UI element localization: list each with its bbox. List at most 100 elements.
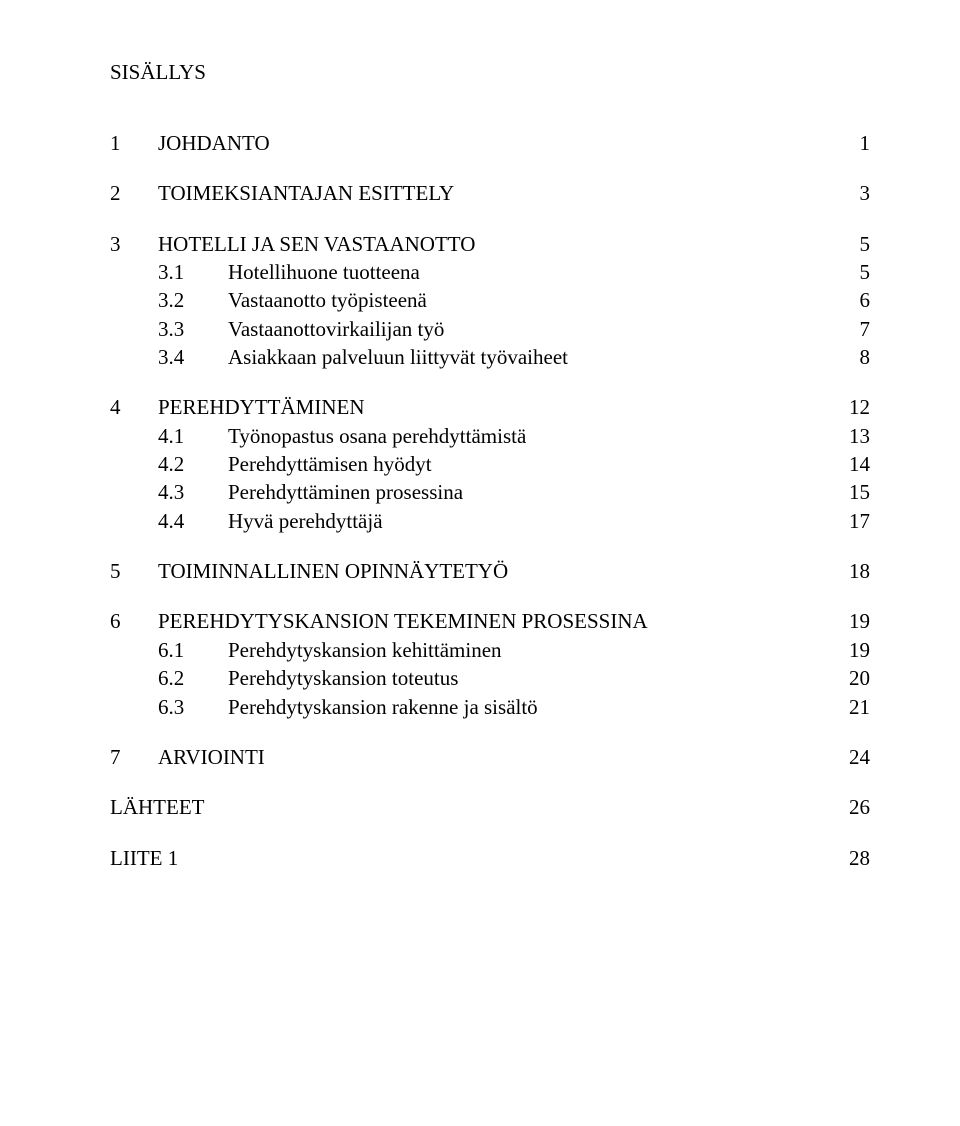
toc-entry-number: 3.4 xyxy=(158,343,228,371)
toc-entry-left: 3.1Hotellihuone tuotteena xyxy=(110,258,420,286)
toc-entry-page: 17 xyxy=(849,507,870,535)
toc-entry-left: 6PEREHDYTYSKANSION TEKEMINEN PROSESSINA xyxy=(110,607,648,635)
toc-entry-page: 15 xyxy=(849,478,870,506)
toc-entry-page: 21 xyxy=(849,693,870,721)
toc-entry: 6PEREHDYTYSKANSION TEKEMINEN PROSESSINA 1… xyxy=(110,607,870,635)
toc-entry-title: HOTELLI JA SEN VASTAANOTTO xyxy=(158,230,475,258)
toc-entry: 5TOIMINNALLINEN OPINNÄYTETYÖ 18 xyxy=(110,557,870,585)
toc-entry-page: 20 xyxy=(849,664,870,692)
toc-entry-left: 6.2Perehdytyskansion toteutus xyxy=(110,664,458,692)
toc-entry-number: 4 xyxy=(110,393,158,421)
toc-sub-entry: 6.3Perehdytyskansion rakenne ja sisältö 2… xyxy=(110,693,870,721)
toc-entry-number: 6.1 xyxy=(158,636,228,664)
toc-entry-left: 6.1Perehdytyskansion kehittäminen xyxy=(110,636,502,664)
toc-entry: LIITE 1 28 xyxy=(110,844,870,872)
toc-entry-number: 3.3 xyxy=(158,315,228,343)
toc-entry-number: 7 xyxy=(110,743,158,771)
toc-entry-title: Perehdyttäminen prosessina xyxy=(228,478,463,506)
toc-entry-title: TOIMINNALLINEN OPINNÄYTETYÖ xyxy=(158,557,508,585)
toc-entry-number: 4.3 xyxy=(158,478,228,506)
toc-section-group: 7ARVIOINTI 24 xyxy=(110,743,870,771)
toc-entry-page: 18 xyxy=(849,557,870,585)
toc-entry-left: 2TOIMEKSIANTAJAN ESITTELY xyxy=(110,179,454,207)
toc-entry-left: 1JOHDANTO xyxy=(110,129,270,157)
toc-entry-page: 19 xyxy=(849,607,870,635)
toc-sub-entry: 4.1Työnopastus osana perehdyttämistä 13 xyxy=(110,422,870,450)
toc-entry-page: 28 xyxy=(849,844,870,872)
toc-entry-left: 3.4Asiakkaan palveluun liittyvät työvaih… xyxy=(110,343,568,371)
toc-entry-page: 12 xyxy=(849,393,870,421)
toc-entry-title: Hyvä perehdyttäjä xyxy=(228,507,383,535)
toc-entry-left: 3.3Vastaanottovirkailijan työ xyxy=(110,315,444,343)
toc-sub-entry: 4.4Hyvä perehdyttäjä 17 xyxy=(110,507,870,535)
toc-entry: 7ARVIOINTI 24 xyxy=(110,743,870,771)
toc-sub-entry: 3.3Vastaanottovirkailijan työ 7 xyxy=(110,315,870,343)
toc-entry-title: Asiakkaan palveluun liittyvät työvaiheet xyxy=(228,343,568,371)
toc-section-group: 4PEREHDYTTÄMINEN124.1Työnopastus osana p… xyxy=(110,393,870,535)
toc-entry-page: 13 xyxy=(849,422,870,450)
toc-entry-number: 6 xyxy=(110,607,158,635)
toc-entry-number: 1 xyxy=(110,129,158,157)
toc-entry-number: 3.2 xyxy=(158,286,228,314)
toc-entry-page: 26 xyxy=(849,793,870,821)
toc-entry-title: Perehdyttämisen hyödyt xyxy=(228,450,432,478)
table-of-contents: 1JOHDANTO12TOIMEKSIANTAJAN ESITTELY33HOT… xyxy=(110,129,870,872)
toc-entry-left: 4.2Perehdyttämisen hyödyt xyxy=(110,450,432,478)
toc-entry-page: 7 xyxy=(860,315,871,343)
toc-entry-number: 4.2 xyxy=(158,450,228,478)
toc-entry-page: 24 xyxy=(849,743,870,771)
toc-entry-title: ARVIOINTI xyxy=(158,743,265,771)
toc-entry: 3HOTELLI JA SEN VASTAANOTTO 5 xyxy=(110,230,870,258)
toc-entry-left: 4.4Hyvä perehdyttäjä xyxy=(110,507,383,535)
toc-entry-left: 5TOIMINNALLINEN OPINNÄYTETYÖ xyxy=(110,557,508,585)
toc-entry-number: 6.3 xyxy=(158,693,228,721)
toc-entry-left: 7ARVIOINTI xyxy=(110,743,265,771)
toc-entry-left: 6.3Perehdytyskansion rakenne ja sisältö xyxy=(110,693,538,721)
toc-entry: 1JOHDANTO1 xyxy=(110,129,870,157)
toc-entry-page: 3 xyxy=(860,179,871,207)
toc-entry-left: 3HOTELLI JA SEN VASTAANOTTO xyxy=(110,230,475,258)
toc-entry-left: LÄHTEET xyxy=(110,793,204,821)
toc-entry-title: Vastaanottovirkailijan työ xyxy=(228,315,444,343)
toc-sub-entry: 3.2Vastaanotto työpisteenä 6 xyxy=(110,286,870,314)
toc-entry-number: 3 xyxy=(110,230,158,258)
toc-section-group: 6PEREHDYTYSKANSION TEKEMINEN PROSESSINA 1… xyxy=(110,607,870,720)
toc-entry-title: Hotellihuone tuotteena xyxy=(228,258,420,286)
toc-entry-title: JOHDANTO xyxy=(158,129,270,157)
toc-entry-title: Vastaanotto työpisteenä xyxy=(228,286,427,314)
toc-entry-page: 5 xyxy=(860,230,871,258)
toc-entry-left: 4.3Perehdyttäminen prosessina xyxy=(110,478,463,506)
toc-entry-number: 4.4 xyxy=(158,507,228,535)
toc-entry-number: 4.1 xyxy=(158,422,228,450)
toc-entry-title: Perehdytyskansion rakenne ja sisältö xyxy=(228,693,538,721)
toc-entry-title: PEREHDYTTÄMINEN xyxy=(158,393,364,421)
toc-section-group: 2TOIMEKSIANTAJAN ESITTELY 3 xyxy=(110,179,870,207)
toc-entry-page: 14 xyxy=(849,450,870,478)
toc-entry-number: 2 xyxy=(110,179,158,207)
toc-entry-number: 5 xyxy=(110,557,158,585)
toc-entry-left: LIITE 1 xyxy=(110,844,178,872)
toc-entry-page: 8 xyxy=(860,343,871,371)
toc-entry-title: Perehdytyskansion toteutus xyxy=(228,664,458,692)
toc-entry-page: 1 xyxy=(860,129,871,157)
toc-entry: 2TOIMEKSIANTAJAN ESITTELY 3 xyxy=(110,179,870,207)
toc-sub-entry: 3.1Hotellihuone tuotteena 5 xyxy=(110,258,870,286)
toc-entry-left: 3.2Vastaanotto työpisteenä xyxy=(110,286,427,314)
toc-sub-entry: 4.2Perehdyttämisen hyödyt 14 xyxy=(110,450,870,478)
toc-entry-number: 6.2 xyxy=(158,664,228,692)
toc-sub-entry: 3.4Asiakkaan palveluun liittyvät työvaih… xyxy=(110,343,870,371)
toc-sub-entry: 6.2Perehdytyskansion toteutus 20 xyxy=(110,664,870,692)
toc-entry-page: 5 xyxy=(860,258,871,286)
toc-entry: LÄHTEET 26 xyxy=(110,793,870,821)
toc-entry-page: 6 xyxy=(860,286,871,314)
toc-entry-left: 4PEREHDYTTÄMINEN xyxy=(110,393,364,421)
toc-sub-entry: 6.1Perehdytyskansion kehittäminen 19 xyxy=(110,636,870,664)
toc-entry-title: Työnopastus osana perehdyttämistä xyxy=(228,422,526,450)
toc-entry-page: 19 xyxy=(849,636,870,664)
toc-entry-title: TOIMEKSIANTAJAN ESITTELY xyxy=(158,179,454,207)
toc-entry: 4PEREHDYTTÄMINEN 12 xyxy=(110,393,870,421)
toc-section-group: 1JOHDANTO1 xyxy=(110,129,870,157)
toc-entry-title: Perehdytyskansion kehittäminen xyxy=(228,636,502,664)
toc-entry-number: 3.1 xyxy=(158,258,228,286)
toc-sub-entry: 4.3Perehdyttäminen prosessina 15 xyxy=(110,478,870,506)
